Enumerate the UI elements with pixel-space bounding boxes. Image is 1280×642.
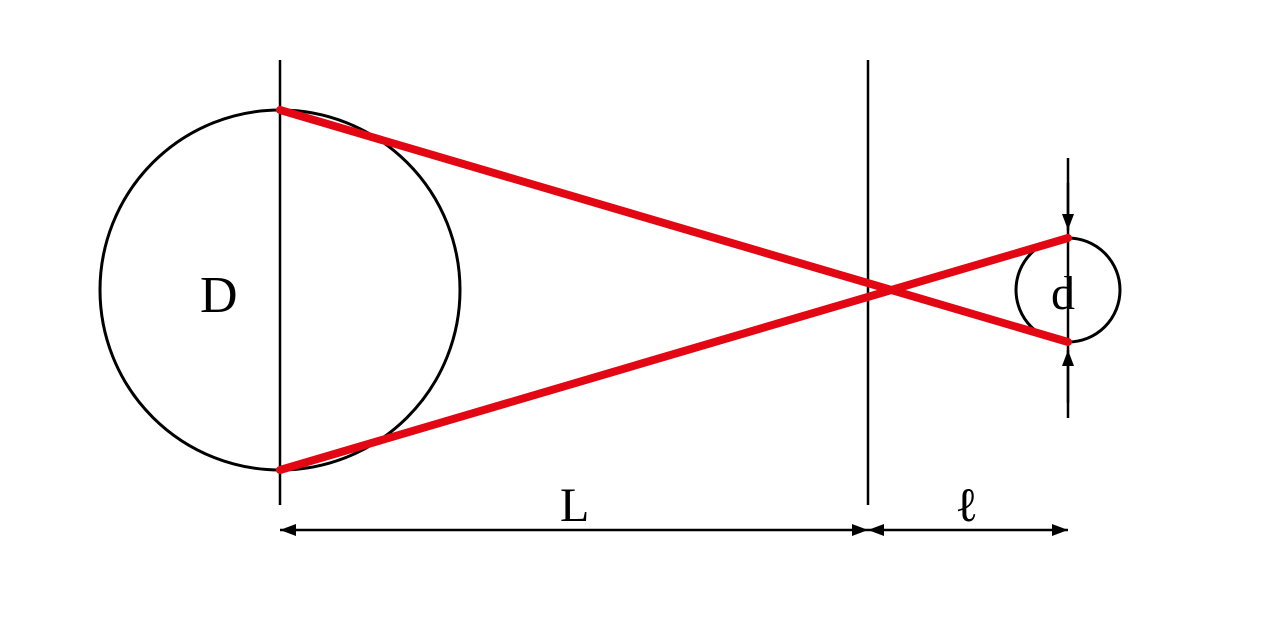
dim-d-bottom-head <box>1062 350 1074 366</box>
dim-d-top-head <box>1062 214 1074 230</box>
label-l: ℓ <box>955 478 978 533</box>
ray-top <box>280 110 1068 342</box>
dim-L-arrow-left <box>280 524 296 536</box>
label-D: D <box>200 266 238 325</box>
dim-l-arrow-left <box>868 524 884 536</box>
label-d: d <box>1051 266 1075 321</box>
dim-l-arrow-right <box>1052 524 1068 536</box>
ray-bottom <box>280 238 1068 470</box>
dim-L-arrow-right <box>852 524 868 536</box>
label-L: L <box>560 478 589 533</box>
